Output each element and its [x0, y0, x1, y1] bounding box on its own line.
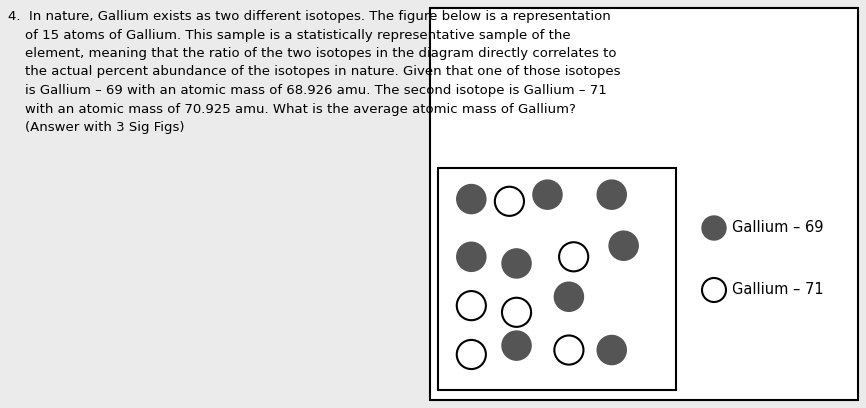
- Text: 4.  In nature, Gallium exists as two different isotopes. The figure below is a r: 4. In nature, Gallium exists as two diff…: [8, 10, 621, 134]
- Bar: [438, 168, 676, 390]
- Circle shape: [702, 278, 726, 302]
- Circle shape: [456, 184, 486, 214]
- Circle shape: [598, 335, 626, 365]
- Circle shape: [609, 231, 638, 260]
- Circle shape: [533, 180, 562, 209]
- Circle shape: [502, 249, 531, 278]
- Circle shape: [502, 298, 531, 327]
- Bar: [430, 8, 858, 400]
- Circle shape: [502, 331, 531, 360]
- Circle shape: [598, 180, 626, 209]
- Text: Gallium – 71: Gallium – 71: [732, 282, 824, 297]
- Circle shape: [456, 340, 486, 369]
- Text: Gallium – 69: Gallium – 69: [732, 220, 824, 235]
- Circle shape: [456, 291, 486, 320]
- Circle shape: [554, 335, 584, 365]
- Circle shape: [702, 216, 726, 240]
- Circle shape: [494, 187, 524, 216]
- Circle shape: [456, 242, 486, 271]
- Circle shape: [559, 242, 588, 271]
- Circle shape: [554, 282, 584, 311]
